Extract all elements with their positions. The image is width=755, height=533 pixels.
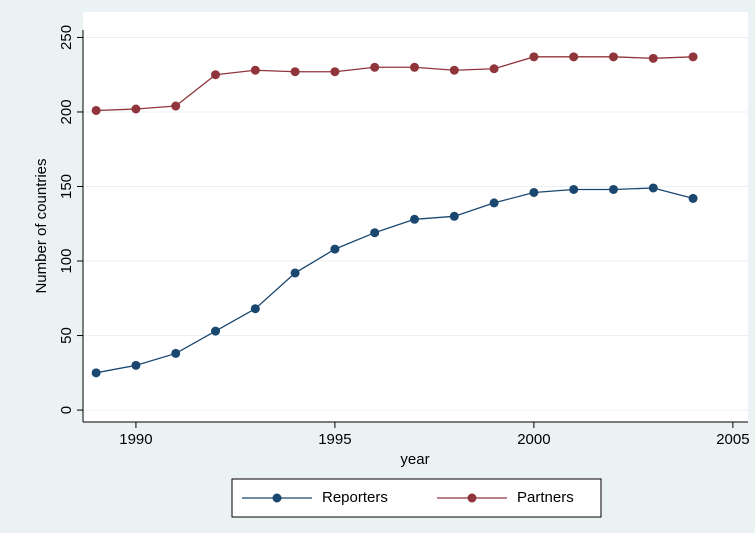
data-point — [171, 101, 181, 111]
data-point — [370, 62, 380, 72]
legend-marker — [272, 493, 282, 503]
data-point — [250, 65, 260, 75]
y-tick-label: 200 — [58, 99, 75, 124]
x-tick-label: 1990 — [119, 431, 152, 448]
y-tick-label: 0 — [58, 406, 75, 414]
data-point — [131, 360, 141, 370]
data-point — [330, 67, 340, 77]
y-tick-label: 100 — [58, 249, 75, 274]
data-point — [529, 187, 539, 197]
data-point — [648, 53, 658, 63]
data-point — [449, 211, 459, 221]
data-point — [489, 198, 499, 208]
data-point — [131, 104, 141, 114]
y-tick-label: 150 — [58, 174, 75, 199]
data-point — [688, 52, 698, 62]
data-point — [171, 348, 181, 358]
data-point — [410, 214, 420, 224]
data-point — [648, 183, 658, 193]
data-point — [608, 184, 618, 194]
series-line — [96, 56, 694, 112]
data-point — [410, 62, 420, 72]
data-point — [449, 65, 459, 75]
data-point — [290, 268, 300, 278]
data-point — [608, 52, 618, 62]
data-point — [290, 67, 300, 77]
legend-label: Reporters — [322, 489, 388, 506]
data-point — [211, 326, 221, 336]
series-line — [96, 187, 694, 374]
data-point — [330, 244, 340, 254]
data-point — [370, 228, 380, 238]
data-point — [529, 52, 539, 62]
y-tick-label: 50 — [58, 327, 75, 344]
data-point — [489, 64, 499, 74]
x-tick-label: 2005 — [716, 431, 749, 448]
y-tick-label: 250 — [58, 25, 75, 50]
data-point — [91, 368, 101, 378]
data-point — [569, 184, 579, 194]
data-point — [688, 193, 698, 203]
legend-marker — [467, 493, 477, 503]
data-point — [211, 70, 221, 80]
data-point — [250, 304, 260, 314]
x-tick-label: 1995 — [318, 431, 351, 448]
x-tick-label: 2000 — [517, 431, 550, 448]
data-point — [91, 105, 101, 115]
legend-label: Partners — [517, 489, 574, 506]
x-axis-title: year — [400, 451, 429, 468]
data-point — [569, 52, 579, 62]
y-axis-title: Number of countries — [33, 158, 50, 293]
